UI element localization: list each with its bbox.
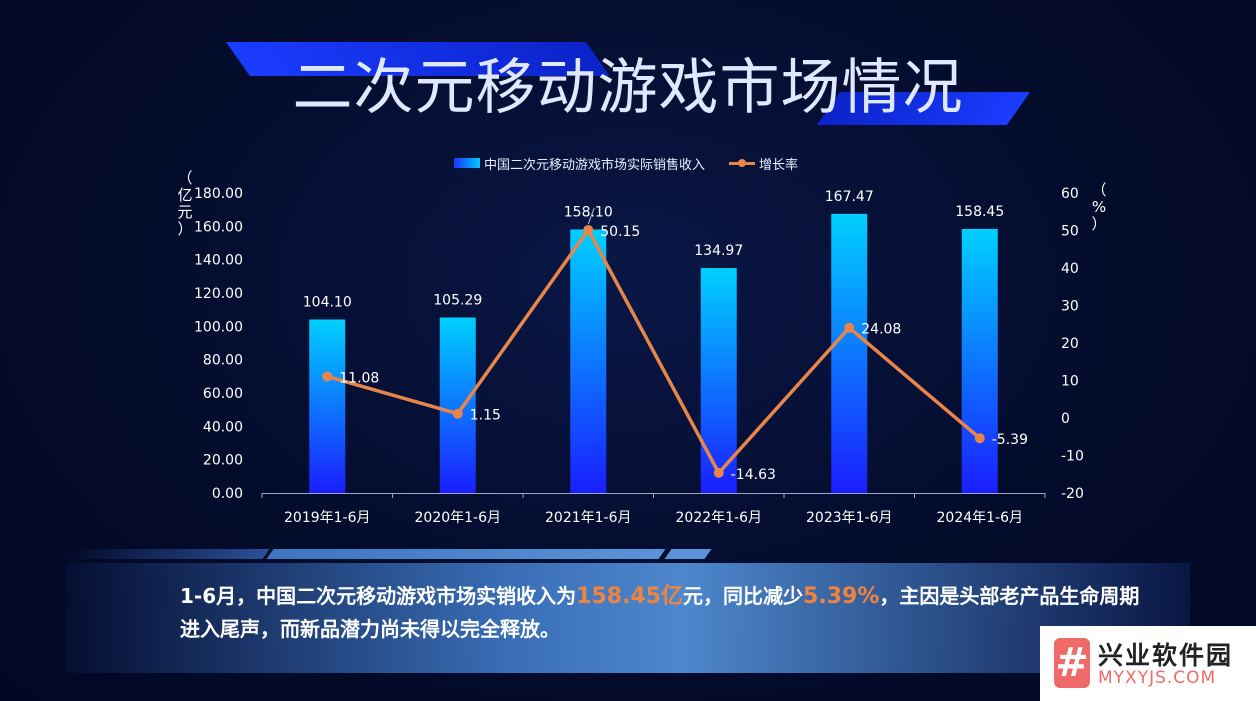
left-y-tick-label: 180.00: [194, 186, 243, 202]
left-axis-unit-char: （: [177, 169, 193, 187]
bar-value-label: 167.47: [825, 189, 874, 205]
bar-value-label: 158.10: [564, 205, 613, 221]
right-axis-unit-char: %: [1091, 198, 1107, 216]
summary-highlight-revenue: 158.45亿: [576, 584, 684, 609]
summary-text: 1-6月，中国二次元移动游戏市场实销收入为158.45亿元，同比减少5.39%，…: [180, 580, 1140, 645]
growth-rate-label: 1.15: [470, 408, 501, 424]
legend-line-swatch: [729, 158, 756, 168]
growth-rate-line: [326, 228, 981, 475]
bar-label-leader: [587, 207, 595, 225]
growth-rate-point: [844, 322, 855, 333]
chart-bar: [961, 228, 998, 493]
legend-bar-swatch: [454, 158, 480, 168]
growth-rate-point: [322, 371, 333, 382]
bar-value-label: 104.10: [303, 295, 352, 311]
left-axis-unit-char: 亿: [177, 186, 193, 204]
left-y-tick-label: 120.00: [194, 286, 243, 302]
right-y-tick-label: -10: [1061, 449, 1084, 465]
growth-rate-point: [452, 408, 463, 419]
bar-value-label: 158.45: [955, 204, 1004, 220]
growth-rate-label: 11.08: [339, 370, 379, 386]
bar-value-label: 134.97: [694, 243, 743, 259]
chart-legend: 中国二次元移动游戏市场实际销售收入 增长率: [454, 154, 799, 173]
left-y-tick-label: 140.00: [194, 253, 243, 269]
x-tick-label: 2021年1-6月: [545, 510, 632, 526]
growth-rate-label: -14.63: [731, 467, 776, 483]
legend-bar-label: 中国二次元移动游戏市场实际销售收入: [484, 157, 706, 173]
right-y-tick-label: 60: [1061, 186, 1079, 202]
summary-highlight-rate: 5.39%: [803, 584, 880, 609]
right-y-tick-label: 20: [1061, 336, 1079, 352]
hash-logo-icon: #: [1054, 638, 1090, 688]
left-y-tick-label: 40.00: [203, 419, 243, 435]
legend-line-label: 增长率: [759, 157, 799, 173]
right-axis-unit: （ % ）: [1090, 182, 1108, 233]
right-y-tick-label: -20: [1061, 486, 1084, 502]
watermark-name: 兴业软件园: [1098, 641, 1234, 670]
right-y-tick-label: 30: [1061, 299, 1079, 315]
x-tick-label: 2022年1-6月: [676, 510, 763, 526]
right-y-tick-label: 50: [1061, 224, 1079, 240]
watermark-url: MYXYJS.COM: [1098, 668, 1217, 688]
left-y-tick-label: 0.00: [212, 486, 243, 502]
summary-panel: [66, 563, 1190, 673]
x-tick-label: 2023年1-6月: [806, 510, 893, 526]
chart-bar: [700, 268, 737, 493]
chart-bar: [831, 213, 868, 493]
left-y-tick-label: 20.00: [203, 453, 243, 469]
right-y-tick-label: 40: [1061, 261, 1079, 277]
stripe: [266, 549, 666, 559]
growth-rate-point: [713, 467, 724, 478]
chart-bar: [439, 317, 476, 493]
growth-rate-point: [974, 433, 985, 444]
left-axis-unit-char: 元: [177, 203, 193, 221]
left-axis-unit-char: ）: [177, 220, 193, 238]
left-axis-unit: （ 亿 元 ）: [176, 170, 194, 238]
growth-rate-label: -5.39: [992, 432, 1028, 448]
growth-rate-label: 50.15: [600, 224, 640, 240]
right-y-tick-label: 10: [1061, 374, 1079, 390]
x-tick-label: 2019年1-6月: [284, 510, 371, 526]
right-axis-unit-char: （: [1091, 181, 1107, 199]
left-y-tick-label: 160.00: [194, 219, 243, 235]
left-y-tick-label: 100.00: [194, 319, 243, 335]
left-y-tick-label: 80.00: [203, 353, 243, 369]
page-title: 二次元移动游戏市场情况: [292, 53, 964, 123]
left-y-tick-label: 60.00: [203, 386, 243, 402]
x-tick-label: 2020年1-6月: [415, 510, 502, 526]
summary-text-part: 1-6月，中国二次元移动游戏市场实销收入为: [180, 584, 577, 608]
chart-bar: [309, 319, 346, 493]
summary-text-part: ，主因是头部老产品生命周期进入尾声，而新品潜力尚未得以完全释放。: [180, 584, 1140, 641]
bar-value-label: 105.29: [433, 293, 482, 309]
right-axis-unit-char: ）: [1091, 215, 1107, 233]
right-y-tick-label: 0: [1061, 411, 1070, 427]
growth-rate-point: [583, 224, 594, 235]
growth-rate-label: 24.08: [861, 322, 901, 338]
summary-text-part: 元，同比减少: [683, 584, 804, 608]
x-tick-label: 2024年1-6月: [937, 510, 1024, 526]
watermark-logo: # 兴业软件园 MYXYJS.COM: [1040, 626, 1256, 701]
chart-bar: [570, 229, 607, 493]
stripe: [664, 549, 712, 559]
stripe: [66, 549, 270, 559]
